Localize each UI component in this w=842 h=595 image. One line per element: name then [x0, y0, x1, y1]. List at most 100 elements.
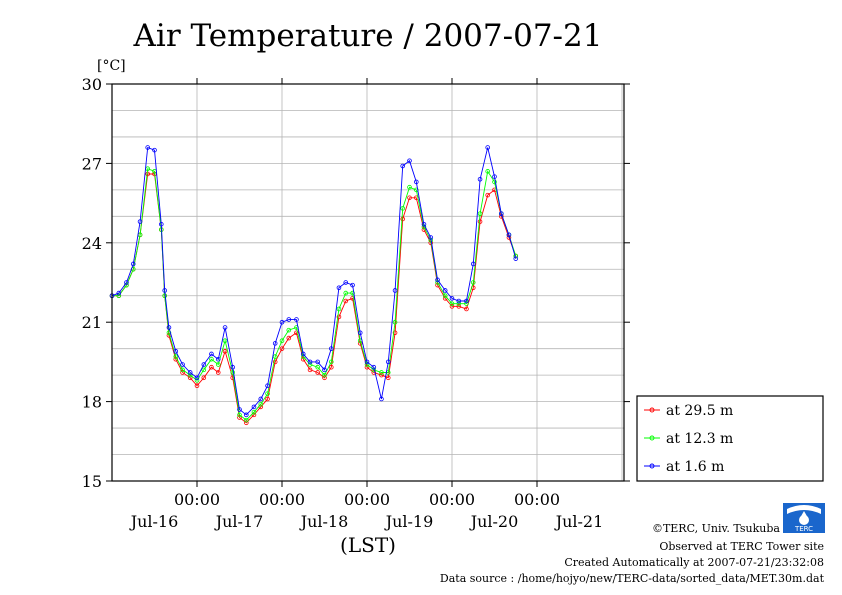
- data-point: [215, 356, 221, 362]
- data-point: [392, 319, 398, 325]
- data-point: [322, 375, 327, 381]
- data-point: [159, 221, 164, 227]
- y-tick-label: 27: [82, 154, 102, 173]
- data-point: [286, 335, 292, 341]
- data-point: [477, 211, 483, 216]
- data-point: [357, 330, 363, 336]
- data-point: [336, 306, 342, 312]
- data-point: [336, 285, 342, 291]
- data-point: [328, 359, 334, 365]
- data-point: [343, 280, 349, 285]
- data-point: [364, 364, 370, 370]
- data-point: [251, 412, 257, 418]
- data-point: [222, 338, 228, 344]
- legend-label: at 1.6 m: [666, 459, 724, 475]
- data-point: [371, 370, 377, 375]
- series-layer: [109, 145, 519, 426]
- data-point: [307, 362, 313, 367]
- data-point: [449, 301, 455, 306]
- data-point: [194, 378, 200, 383]
- data-point: [498, 211, 504, 216]
- data-point: [343, 290, 349, 296]
- x-date-label: Jul-21: [554, 512, 604, 531]
- data-point: [116, 293, 122, 299]
- series-line: [112, 168, 517, 421]
- data-point: [407, 158, 412, 164]
- data-point: [265, 383, 270, 389]
- data-point: [294, 317, 299, 322]
- data-point: [485, 192, 491, 198]
- data-point: [413, 187, 419, 193]
- data-point: [209, 364, 214, 370]
- data-point: [322, 367, 327, 373]
- series-line: [111, 146, 517, 416]
- data-point: [413, 179, 419, 185]
- data-point: [173, 354, 179, 359]
- data-point: [492, 179, 497, 185]
- data-point: [379, 396, 384, 402]
- data-point: [364, 359, 370, 365]
- data-point: [237, 415, 242, 420]
- data-point: [166, 325, 172, 330]
- data-point: [265, 396, 270, 402]
- data-point: [180, 362, 185, 367]
- data-point: [456, 298, 462, 304]
- data-point: [194, 383, 200, 389]
- series-line: [112, 173, 517, 424]
- data-point: [209, 351, 214, 357]
- data-point: [421, 221, 427, 227]
- y-tick-label: 21: [82, 313, 102, 332]
- data-point: [187, 372, 193, 378]
- data-point: [258, 396, 264, 402]
- data-point: [137, 219, 143, 224]
- y-unit-label: [°C]: [97, 58, 126, 74]
- legend: at 29.5 m at 12.3 m at 1.6 m: [636, 395, 824, 482]
- data-point: [201, 362, 207, 367]
- y-tick-label: 18: [82, 393, 102, 412]
- legend-box: [636, 395, 824, 482]
- data-point: [400, 163, 406, 169]
- data-point: [300, 351, 306, 357]
- data-point: [201, 367, 207, 373]
- data-point: [392, 288, 398, 293]
- data-point: [251, 404, 257, 410]
- data-point: [215, 370, 221, 375]
- x-axis-label: (LST): [340, 533, 396, 557]
- data-point: [194, 375, 200, 381]
- data-point: [222, 349, 228, 354]
- data-point: [201, 375, 207, 381]
- data-point: [400, 216, 406, 222]
- data-point: [265, 391, 270, 396]
- data-point: [237, 407, 242, 412]
- data-point: [294, 330, 299, 336]
- x-time-label: 00:00: [259, 490, 305, 509]
- data-point: [428, 235, 434, 240]
- data-point: [244, 420, 249, 426]
- data-point: [162, 288, 168, 293]
- data-point: [180, 367, 185, 373]
- y-tick-label: 15: [82, 472, 102, 491]
- data-point: [215, 362, 221, 367]
- data-point: [464, 301, 469, 306]
- data-point: [364, 362, 370, 367]
- data-point: [322, 372, 327, 378]
- data-point: [379, 372, 384, 378]
- legend-swatch-marker: [649, 407, 655, 413]
- x-time-label: 00:00: [429, 490, 475, 509]
- data-point: [442, 293, 448, 299]
- data-point: [173, 349, 179, 354]
- data-point: [222, 325, 228, 330]
- data-point: [286, 327, 292, 333]
- data-point: [315, 370, 321, 375]
- data-point: [336, 314, 342, 320]
- data-point: [230, 364, 236, 370]
- legend-label: at 12.3 m: [666, 431, 733, 447]
- data-point: [187, 375, 193, 381]
- data-point: [279, 338, 285, 344]
- data-point: [251, 409, 257, 415]
- data-point: [145, 145, 151, 150]
- data-point: [209, 356, 214, 362]
- legend-swatch-marker: [649, 435, 655, 441]
- series-1: [109, 171, 519, 426]
- grid: [112, 84, 624, 481]
